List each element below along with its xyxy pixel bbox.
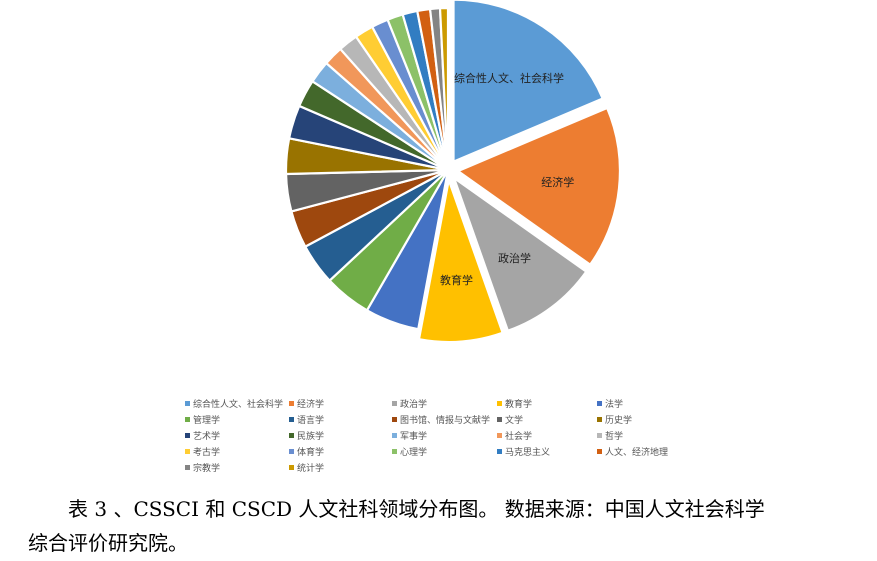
legend-item: 经济学: [289, 398, 324, 412]
legend-swatch: [289, 465, 294, 470]
legend-item: 政治学: [392, 398, 427, 412]
legend-label: 考古学: [193, 448, 221, 458]
slice-label-0: 综合性人文、社会科学: [454, 71, 564, 85]
legend-label: 社会学: [505, 432, 533, 442]
legend-item: 管理学: [185, 414, 220, 428]
legend-item: 军事学: [392, 430, 427, 444]
legend-label: 体育学: [297, 448, 325, 458]
legend-swatch: [497, 401, 502, 406]
legend-label: 艺术学: [193, 432, 221, 442]
slice-label-1: 经济学: [541, 175, 574, 189]
legend-item: 统计学: [289, 462, 324, 476]
legend-label: 哲学: [605, 432, 624, 442]
pie-slice-1: [455, 106, 622, 267]
legend-swatch: [497, 449, 502, 454]
legend-label: 综合性人文、社会科学: [193, 400, 284, 410]
slice-label-2: 政治学: [498, 251, 531, 265]
legend-item: 宗教学: [185, 462, 220, 476]
legend-item: 人文、经济地理: [597, 446, 668, 460]
legend-swatch: [392, 401, 397, 406]
legend-item: 马克思主义: [497, 446, 550, 460]
legend-label: 人文、经济地理: [605, 448, 669, 458]
legend-item: 心理学: [392, 446, 427, 460]
legend-item: 民族学: [289, 430, 324, 444]
legend-label: 法学: [605, 400, 624, 410]
legend-item: 历史学: [597, 414, 632, 428]
legend-label: 马克思主义: [505, 448, 551, 458]
figure-caption: 表 3 、CSSCI 和 CSCD 人文社科领域分布图。 数据来源：中国人文社会…: [28, 492, 858, 560]
legend-swatch: [185, 449, 190, 454]
legend-item: 艺术学: [185, 430, 220, 444]
legend-swatch: [392, 433, 397, 438]
legend-swatch: [392, 449, 397, 454]
legend-label: 教育学: [505, 400, 533, 410]
pie-slice-2: [451, 175, 588, 333]
pie-slice-3: [417, 175, 505, 344]
legend-swatch: [597, 449, 602, 454]
caption-line-1: 表 3 、CSSCI 和 CSCD 人文社科领域分布图。 数据来源：中国人文社会…: [28, 492, 858, 526]
legend-swatch: [597, 401, 602, 406]
legend-swatch: [497, 433, 502, 438]
legend-item: 文学: [497, 414, 523, 428]
legend-label: 文学: [505, 416, 524, 426]
legend-swatch: [185, 401, 190, 406]
pie-slice-21: [438, 6, 450, 171]
legend-item: 语言学: [289, 414, 324, 428]
legend-item: 法学: [597, 398, 623, 412]
legend-label: 历史学: [605, 416, 633, 426]
caption-text-1: 表 3 、CSSCI 和 CSCD 人文社科领域分布图。 数据来源：中国人文社会…: [68, 497, 765, 521]
legend-label: 军事学: [400, 432, 428, 442]
legend-item: 体育学: [289, 446, 324, 460]
slice-label-3: 教育学: [440, 273, 473, 287]
legend-swatch: [289, 449, 294, 454]
legend-swatch: [497, 417, 502, 422]
legend-label: 心理学: [400, 448, 428, 458]
legend-label: 政治学: [400, 400, 428, 410]
legend-swatch: [185, 417, 190, 422]
legend-label: 图书馆、情报与文献学: [400, 416, 491, 426]
legend-label: 宗教学: [193, 464, 221, 474]
legend-swatch: [289, 401, 294, 406]
legend-swatch: [597, 417, 602, 422]
legend-swatch: [185, 433, 190, 438]
legend-label: 语言学: [297, 416, 325, 426]
legend-label: 民族学: [297, 432, 325, 442]
legend-item: 考古学: [185, 446, 220, 460]
legend-swatch: [289, 417, 294, 422]
caption-line-2: 综合评价研究院。: [28, 531, 188, 555]
legend-label: 管理学: [193, 416, 221, 426]
legend-item: 图书馆、情报与文献学: [392, 414, 490, 428]
pie-slice-0: [452, 0, 605, 164]
legend-swatch: [597, 433, 602, 438]
legend-item: 综合性人文、社会科学: [185, 398, 283, 412]
legend-swatch: [289, 433, 294, 438]
legend-swatch: [185, 465, 190, 470]
legend-label: 经济学: [297, 400, 325, 410]
legend-label: 统计学: [297, 464, 325, 474]
legend-item: 教育学: [497, 398, 532, 412]
legend-swatch: [392, 417, 397, 422]
legend-item: 社会学: [497, 430, 532, 444]
legend-item: 哲学: [597, 430, 623, 444]
